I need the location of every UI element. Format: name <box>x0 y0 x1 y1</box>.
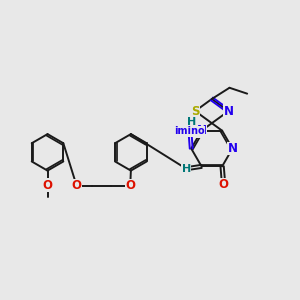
Text: H: H <box>182 164 191 174</box>
Text: O: O <box>43 179 52 192</box>
Text: O: O <box>125 179 135 192</box>
Text: O: O <box>219 178 229 191</box>
Text: H: H <box>187 117 196 127</box>
Text: O: O <box>72 179 82 192</box>
Text: S: S <box>191 105 200 118</box>
Text: N: N <box>224 105 233 118</box>
Text: N: N <box>196 124 206 137</box>
Text: imino: imino <box>174 126 205 136</box>
Text: N: N <box>227 142 237 155</box>
